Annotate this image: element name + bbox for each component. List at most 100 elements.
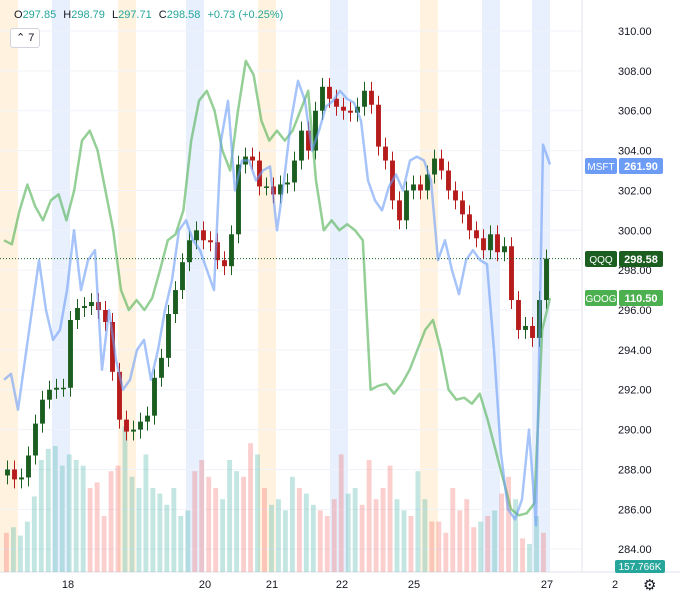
candle-body <box>369 90 374 105</box>
candle-body <box>117 371 122 420</box>
y-tick-label: 304.00 <box>618 146 652 158</box>
candle-body <box>509 246 514 301</box>
low-value: 297.71 <box>118 9 152 21</box>
volume-bar <box>192 471 198 572</box>
candle-body <box>264 186 269 188</box>
qqq-candles <box>5 77 549 489</box>
volume-bar <box>429 521 435 572</box>
candle-body <box>523 325 528 330</box>
volume-bar <box>206 476 212 572</box>
volume-bar <box>380 488 386 572</box>
volume-bar <box>220 499 226 572</box>
volume-bar <box>520 538 525 572</box>
volume-bar <box>317 510 323 572</box>
volume-bar <box>115 465 121 572</box>
session-band <box>420 0 438 572</box>
volume-bar <box>415 471 421 572</box>
x-tick-label: 2 <box>612 579 618 591</box>
candle-body <box>334 98 339 107</box>
volume-bar <box>492 510 498 572</box>
volume-bar <box>199 460 205 572</box>
candle-body <box>467 214 472 231</box>
y-tick-label: 288.00 <box>618 464 652 476</box>
tag-symbol: MSFT <box>587 162 614 173</box>
candle-body <box>236 164 241 235</box>
session-band <box>330 0 348 572</box>
y-tick-label: 292.00 <box>618 385 652 397</box>
volume-bar <box>457 510 463 572</box>
tag-symbol: QQQ <box>589 255 613 266</box>
volume-bar <box>338 454 344 572</box>
y-tick-label: 290.00 <box>618 425 652 437</box>
candle-body <box>173 290 178 315</box>
volume-bar <box>45 448 51 572</box>
volume-bar <box>345 493 351 572</box>
studies-toggle-button[interactable]: ⌃ 7 <box>10 28 41 48</box>
studies-count: 7 <box>28 32 35 44</box>
candle-body <box>26 455 31 478</box>
volume-bar <box>394 499 400 572</box>
volume-bar <box>157 493 163 572</box>
msft-series-line <box>3 79 552 527</box>
candle-body <box>201 230 206 241</box>
volume-bar <box>331 499 337 572</box>
gear-icon[interactable]: ⚙ <box>643 577 657 594</box>
volume-bar <box>178 516 184 572</box>
volume-bar <box>513 499 519 572</box>
volume-bar <box>471 527 477 572</box>
candle-body <box>439 158 444 171</box>
candle-body <box>292 160 297 183</box>
candle-body <box>516 300 521 330</box>
goog-price-tag: GOOG 110.50 <box>585 290 663 306</box>
volume-bar <box>464 499 470 572</box>
x-tick-label: 27 <box>541 579 553 591</box>
candle-body <box>194 230 199 241</box>
volume-bar <box>527 544 532 572</box>
session-band <box>482 0 500 572</box>
y-tick-label: 284.00 <box>618 544 652 556</box>
volume-bar <box>87 488 93 572</box>
price-axis[interactable]: 310.00 308.00 306.00 304.00 302.00 300.00 298.… <box>618 26 652 556</box>
tag-value: 110.50 <box>624 293 657 305</box>
volume-bar <box>359 504 365 572</box>
candle-body <box>61 387 66 390</box>
high-value: 298.79 <box>71 9 105 21</box>
y-tick-label: 310.00 <box>618 26 652 38</box>
volume-bar <box>24 521 30 572</box>
y-tick-label: 306.00 <box>618 106 652 118</box>
volume-bar <box>227 460 233 572</box>
candle-body <box>418 184 423 191</box>
volume-bar <box>101 516 107 572</box>
volume-bar <box>478 521 484 572</box>
volume-bar <box>52 446 58 572</box>
x-tick-label: 20 <box>199 579 211 591</box>
candle-body <box>82 306 87 309</box>
volume-bar <box>59 465 65 572</box>
candle-body <box>180 262 185 291</box>
y-tick-label: 302.00 <box>618 185 652 197</box>
candle-body <box>75 308 80 320</box>
volume-bar <box>66 454 72 572</box>
tag-symbol: GOOG <box>585 294 616 305</box>
open-value: 297.85 <box>22 9 57 21</box>
time-axis[interactable]: 18 20 21 22 25 27 2 <box>62 579 618 591</box>
candle-body <box>544 258 549 301</box>
candle-body <box>327 86 332 99</box>
volume-bar <box>17 535 23 572</box>
candle-body <box>446 170 451 191</box>
candle-body <box>474 230 479 239</box>
volume-bar <box>303 493 309 572</box>
volume-bar <box>10 527 16 572</box>
candle-body <box>215 242 220 261</box>
low-label: L <box>111 9 119 21</box>
volume-bar <box>234 471 240 572</box>
volume-bar <box>241 476 247 572</box>
volume-bar <box>408 516 414 572</box>
candle-body <box>68 319 73 388</box>
session-band <box>52 0 70 572</box>
session-band <box>0 0 18 572</box>
volume-bar <box>136 488 142 572</box>
volume-bar <box>31 496 37 572</box>
